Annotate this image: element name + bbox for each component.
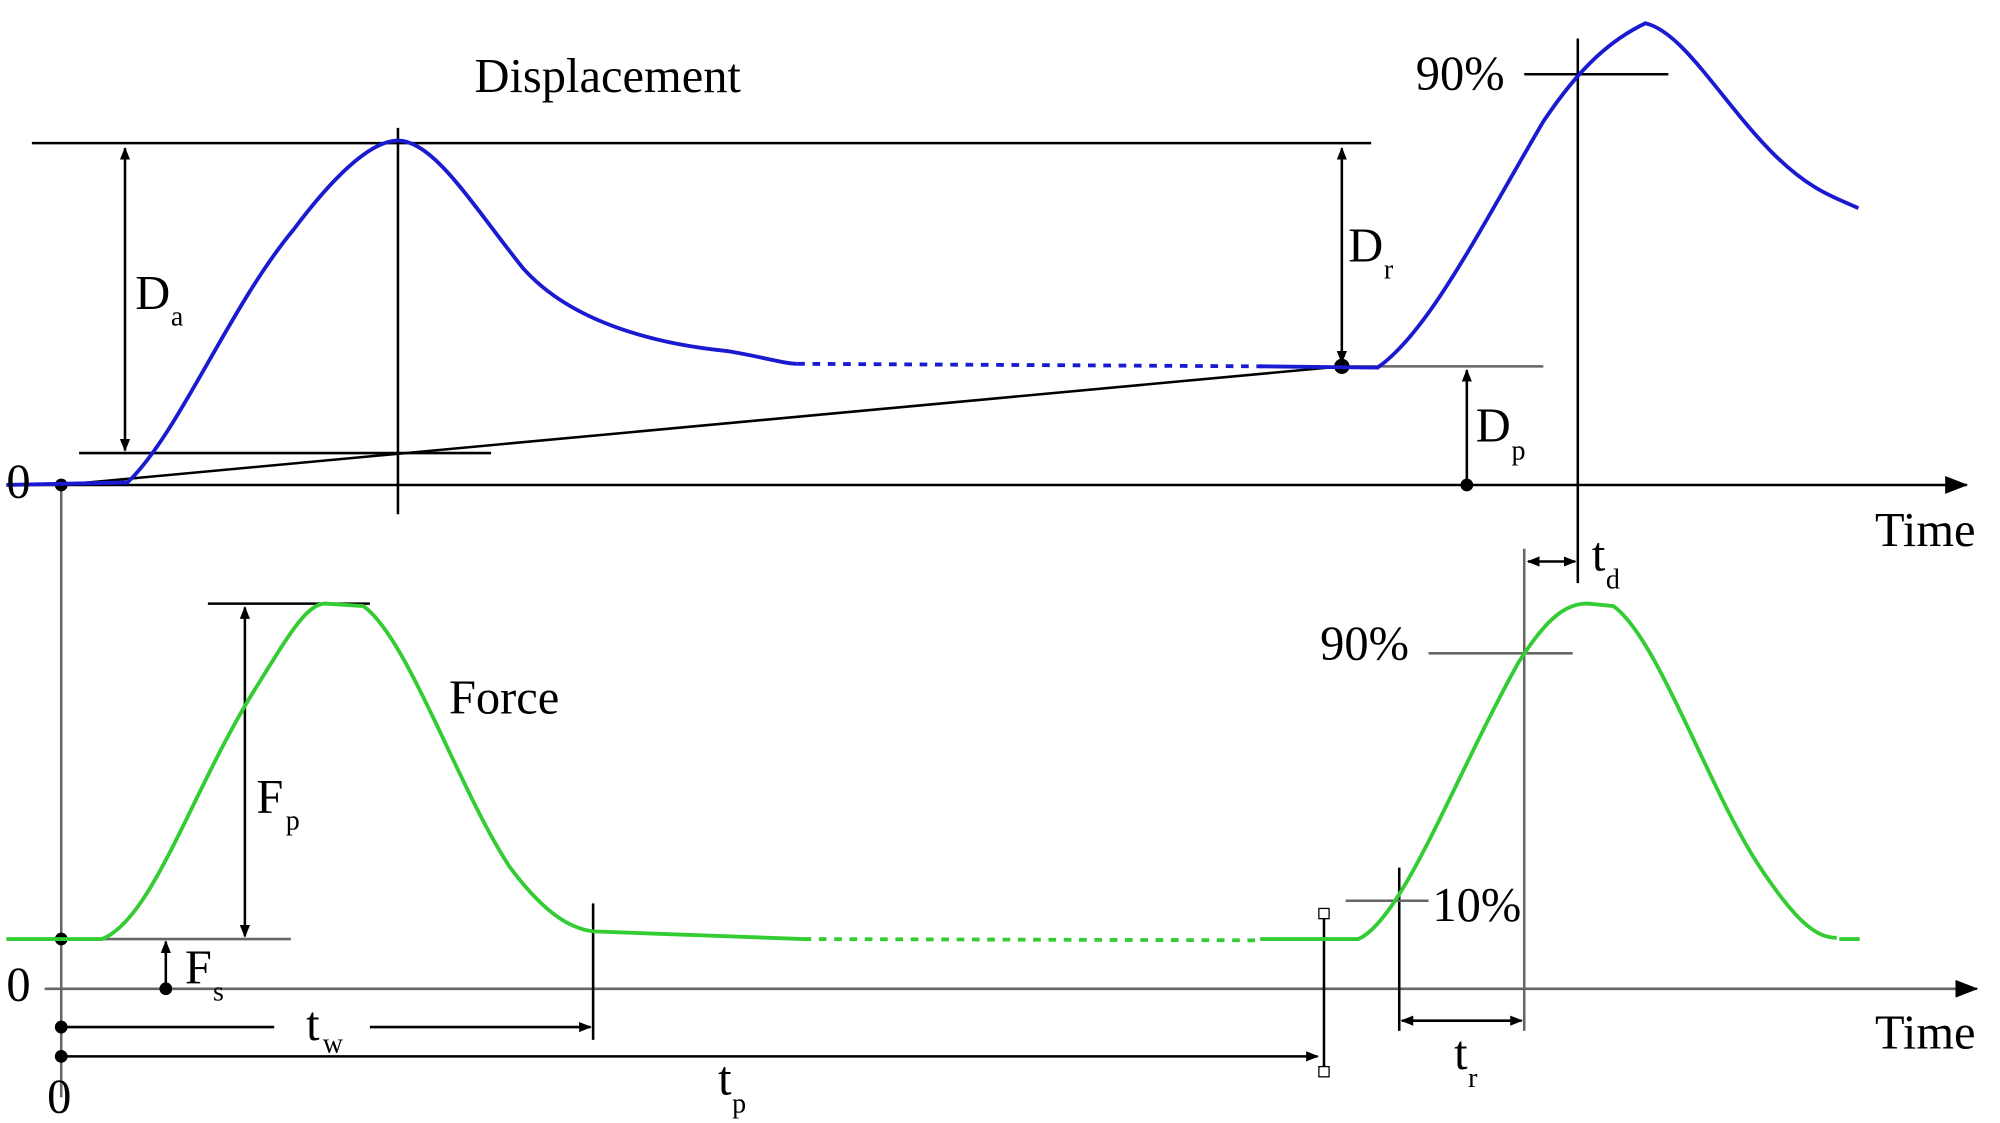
symbol: D — [1348, 220, 1383, 273]
dot — [159, 982, 173, 996]
displacement-curve — [6, 138, 798, 487]
displacement-gap — [797, 361, 1263, 369]
symbol: D — [1476, 400, 1511, 453]
symbol: F — [256, 771, 283, 824]
zero-label: 0 — [47, 1071, 71, 1123]
symbol-sub: p — [1511, 435, 1525, 466]
force-curve — [6, 601, 804, 941]
symbol-sub: a — [171, 302, 184, 333]
symbol: t — [306, 998, 320, 1051]
tp-marker — [1318, 907, 1330, 920]
dot — [1460, 478, 1474, 492]
axis-label: Time — [1875, 504, 1976, 557]
percent-label: 90% — [1416, 48, 1505, 101]
displacement-curve — [1260, 21, 1860, 370]
dot — [54, 1020, 68, 1034]
symbol-sub: d — [1606, 564, 1620, 595]
force-curve — [1260, 601, 1860, 941]
symbol-sub: s — [213, 976, 224, 1007]
symbol: D — [135, 267, 170, 320]
axis-label: Time — [1875, 1007, 1976, 1060]
tp-marker — [1318, 1065, 1330, 1078]
curves — [6, 21, 1860, 943]
symbol: F — [185, 942, 212, 995]
dot — [54, 1050, 68, 1063]
symbol-sub: r — [1384, 254, 1394, 285]
zero-label: 0 — [6, 958, 30, 1011]
lines — [6, 38, 1979, 1098]
percent-label: 90% — [1320, 618, 1409, 671]
title: Displacement — [474, 50, 741, 103]
symbol: t — [1592, 528, 1606, 581]
force-gap — [803, 937, 1263, 943]
symbol: t — [718, 1053, 732, 1106]
zero-label: 0 — [6, 456, 30, 509]
slant-line — [61, 365, 1342, 487]
symbol-sub: r — [1468, 1063, 1478, 1094]
symbol-sub: p — [286, 805, 300, 836]
labels: Displacement Force Time Time 0 0 0 90% 9… — [6, 48, 1975, 1123]
symbol-sub: w — [323, 1029, 344, 1060]
title: Force — [449, 671, 559, 724]
percent-label: 10% — [1432, 879, 1521, 932]
symbol-sub: p — [732, 1089, 746, 1120]
symbol: t — [1454, 1027, 1468, 1080]
